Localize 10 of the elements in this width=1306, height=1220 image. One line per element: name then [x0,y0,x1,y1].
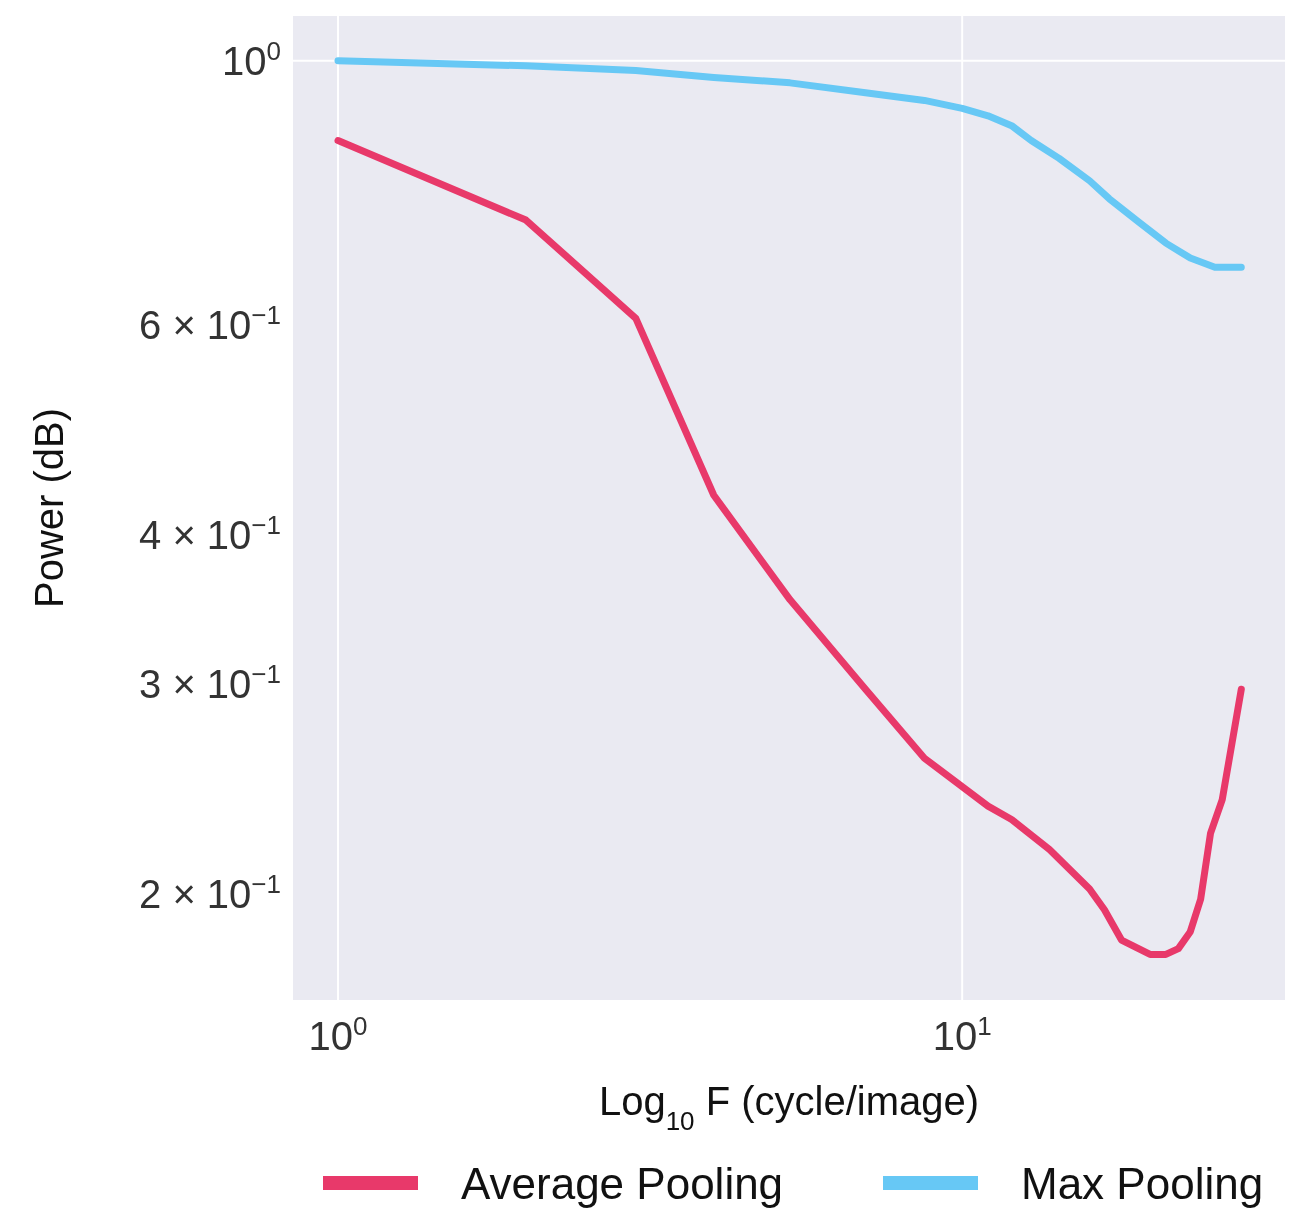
y-tick-label: 2 × 10$^{−1}$ [139,869,281,917]
y-axis-title: Power (dB) [27,407,71,609]
legend-label: Max Pooling [1021,1159,1264,1208]
y-tick-label: 4 × 10$^{−1}$ [139,510,281,558]
x-axis-title: Log$_{10}$ F (cycle/image) [598,1079,980,1136]
y-tick-label: 3 × 10$^{−1}$ [139,659,281,707]
legend-label: Average Pooling [461,1159,784,1208]
y-tick-label: 10$^{0}$ [222,35,281,83]
y-tick-label: 6 × 10$^{−1}$ [139,300,281,348]
x-tick-label: 10$^{1}$ [932,1011,992,1058]
